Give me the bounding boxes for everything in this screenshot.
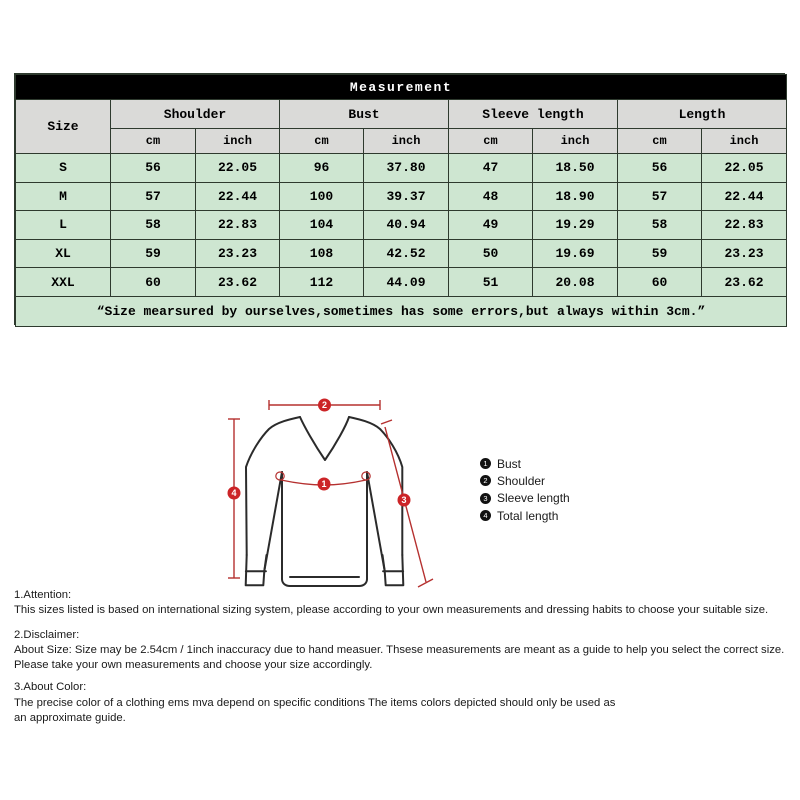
- svg-text:2: 2: [322, 400, 327, 410]
- svg-text:4: 4: [231, 488, 236, 498]
- svg-text:3: 3: [401, 495, 406, 505]
- svg-text:1: 1: [321, 479, 326, 489]
